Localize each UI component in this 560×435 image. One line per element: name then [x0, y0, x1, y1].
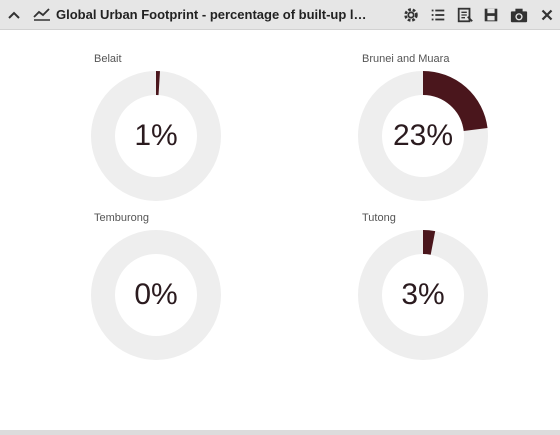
- donut-arc: [358, 230, 488, 360]
- donut-label: Brunei and Muara: [362, 53, 450, 65]
- panel-titlebar: Global Urban Footprint - percentage of b…: [0, 0, 560, 30]
- gear-icon[interactable]: [401, 6, 421, 24]
- camera-icon[interactable]: [508, 6, 530, 24]
- trend-icon: [33, 8, 50, 21]
- donut-label: Belait: [94, 53, 122, 65]
- donut-chart: [91, 230, 221, 360]
- close-icon[interactable]: [537, 6, 557, 24]
- chevron-up-icon[interactable]: [6, 7, 22, 23]
- list-icon[interactable]: [428, 6, 448, 24]
- donut-card-temburong: Temburong 0%: [91, 212, 291, 372]
- donut-label: Tutong: [362, 212, 396, 224]
- donut-track: [91, 230, 221, 360]
- panel-title: Global Urban Footprint - percentage of b…: [56, 7, 368, 22]
- donut-value: 3%: [401, 278, 445, 311]
- donut-chart: [358, 230, 488, 360]
- donut-arc: [91, 71, 221, 201]
- donut-chart: [91, 71, 221, 201]
- donut-value: 0%: [134, 278, 178, 311]
- export-icon[interactable]: [455, 6, 475, 24]
- bottom-divider: [0, 430, 560, 435]
- donut-label: Temburong: [94, 212, 150, 224]
- donut-arc: [358, 71, 488, 201]
- donut-card-tutong: Tutong 3%: [358, 212, 558, 372]
- save-icon[interactable]: [481, 6, 501, 24]
- donut-card-belait: Belait 1%: [91, 53, 291, 213]
- donut-value: 23%: [392, 119, 454, 152]
- donut-card-brunei-and-muara: Brunei and Muara 23%: [358, 53, 558, 213]
- donut-chart: [358, 71, 488, 201]
- donut-value: 1%: [134, 119, 178, 152]
